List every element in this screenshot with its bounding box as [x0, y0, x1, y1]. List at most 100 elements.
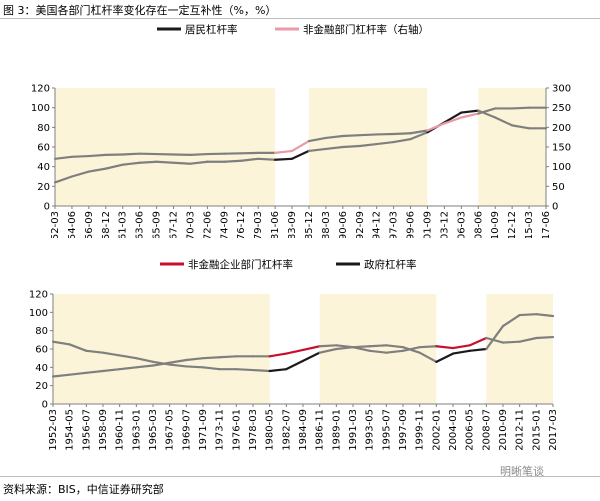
series-1-segment — [135, 364, 155, 369]
series-2-segment — [385, 344, 405, 349]
x-tick-label-1967-05: 1967-05 — [165, 409, 176, 451]
series-1-segment — [101, 368, 121, 373]
chart-sector-leverage: 0 20 40 60 80 100 120 0 50 100 150 200 250 300 1952-03… — [31, 23, 571, 238]
series-2-segment — [368, 344, 388, 348]
legend-label-corporate: 非金融企业部门杠杆率 — [188, 258, 293, 271]
series-1-segment — [385, 349, 405, 354]
series-2-segment — [401, 346, 421, 354]
series-2-segment — [101, 351, 121, 357]
series-2-segment — [274, 149, 294, 154]
series-2-segment — [51, 340, 71, 346]
series-1-segment — [118, 366, 138, 371]
x-tick-label-2012-12: 2012-12 — [507, 211, 518, 238]
x-tick-label-2008-07: 2008-07 — [481, 409, 492, 451]
x-tick-label-1960-11: 1960-11 — [115, 409, 126, 451]
x-tick-label-1976-12: 1976-12 — [236, 211, 247, 238]
x-tick-label-2010-09: 2010-09 — [490, 211, 501, 238]
x-tick-label-1985-12: 1985-12 — [304, 211, 315, 238]
x-tick-label-2003-12: 2003-12 — [439, 211, 450, 238]
y-tick-label-80: 80 — [37, 123, 50, 134]
series-2-segment — [151, 360, 171, 366]
x-tick-label-1992-09: 1992-09 — [355, 211, 366, 238]
title-divider — [0, 18, 600, 19]
shaded-periods — [53, 294, 553, 404]
x-tick-label-2002-01: 2002-01 — [431, 409, 442, 451]
shaded-periods — [55, 88, 546, 206]
x-tick-label-1974-09: 1974-09 — [219, 211, 230, 238]
series-2-segment — [392, 132, 412, 136]
x-tick-label-1958-09: 1958-09 — [98, 409, 109, 451]
watermark: 明晰笔谈 — [500, 465, 544, 478]
series-1-segment — [104, 163, 124, 170]
y2-tick-label-0: 0 — [552, 202, 558, 213]
series-1-segment — [501, 340, 521, 344]
y2-tick-label-200: 200 — [552, 123, 571, 134]
series-2-segment — [451, 349, 471, 355]
series-1-segment — [468, 336, 488, 347]
series-1-segment — [138, 160, 158, 164]
x-tick-label-1956-09: 1956-09 — [84, 211, 95, 238]
y2-tick-label-250: 250 — [552, 103, 571, 114]
series-2-segment — [121, 152, 141, 156]
y2-tick-label-100: 100 — [552, 162, 571, 173]
x-tick-label-1954-06: 1954-06 — [67, 211, 78, 238]
series-2-segment — [251, 368, 271, 373]
series-2-segment — [358, 133, 378, 137]
series-1-segment — [518, 336, 538, 343]
series-1 — [51, 335, 555, 378]
series-2-segment — [87, 153, 107, 158]
series-lines — [51, 313, 555, 378]
series-2-segment — [518, 313, 538, 317]
x-tick-label-1986-11: 1986-11 — [315, 409, 326, 451]
y-tick-label-40: 40 — [37, 162, 50, 173]
x-tick-label-1981-06: 1981-06 — [270, 211, 281, 238]
shaded-period-2 — [308, 88, 428, 206]
x-tick-label-1971-09: 1971-09 — [198, 409, 209, 451]
series-1-segment — [70, 170, 90, 178]
legend-label-government: 政府杠杆率 — [364, 258, 417, 271]
x-tick-label-1963-06: 1963-06 — [135, 211, 146, 238]
series-1-segment — [218, 355, 238, 359]
series-1-segment — [341, 144, 361, 149]
series-2-segment — [189, 152, 209, 156]
shaded-period-3 — [486, 294, 553, 404]
x-tick-label-1952-03: 1952-03 — [50, 211, 61, 238]
x-tick-label-2015-01: 2015-01 — [531, 409, 542, 451]
axes: 0 20 40 60 80 100 120 1952-03 1954-05 1956-07 1958… — [29, 290, 559, 451]
series-2-segment — [85, 349, 105, 354]
y-tick-label-20: 20 — [37, 182, 50, 193]
x-tick-label-1990-06: 1990-06 — [338, 211, 349, 238]
x-tick-label-1963-01: 1963-01 — [131, 409, 142, 451]
y-tick-label-120: 120 — [31, 84, 50, 95]
x-tick-label-1979-03: 1979-03 — [253, 211, 264, 238]
x-tick-label-1967-12: 1967-12 — [169, 211, 180, 238]
series-2-segment — [70, 154, 90, 158]
x-tick-label-1965-09: 1965-09 — [152, 211, 163, 238]
x-tick-label-1982-07: 1982-07 — [281, 409, 292, 451]
series-2-segment — [418, 351, 438, 363]
x-tick-label-2015-03: 2015-03 — [524, 211, 535, 238]
x-tick-label-1972-06: 1972-06 — [202, 211, 213, 238]
y2-tick-label-50: 50 — [552, 182, 565, 193]
series-2-segment — [268, 368, 288, 373]
y-tick-label-0: 0 — [44, 202, 50, 213]
series-2 — [53, 106, 548, 160]
y-tick-label-100: 100 — [29, 308, 48, 319]
x-tick-label-1997-03: 1997-03 — [389, 211, 400, 238]
x-tick-label-1970-03: 1970-03 — [185, 211, 196, 238]
series-1-segment — [85, 369, 105, 374]
series-2-segment — [477, 107, 497, 115]
series-1-segment — [51, 373, 71, 378]
series-2-segment — [318, 347, 338, 354]
x-tick-label-2008-06: 2008-06 — [473, 211, 484, 238]
figure-title: 图 3：美国各部门杠杆率变化存在一定互补性（%，%） — [3, 4, 277, 17]
series-1-segment — [443, 111, 463, 124]
shaded-period-1 — [53, 294, 270, 404]
x-tick-label-1997-09: 1997-09 — [398, 409, 409, 451]
series-1-segment — [307, 147, 327, 153]
x-tick-label-1958-12: 1958-12 — [101, 211, 112, 238]
x-tick-label-2017-03: 2017-03 — [548, 409, 559, 451]
x-tick-label-1988-03: 1988-03 — [321, 211, 332, 238]
series-1-segment — [368, 349, 388, 354]
x-tick-label-1983-09: 1983-09 — [287, 211, 298, 238]
